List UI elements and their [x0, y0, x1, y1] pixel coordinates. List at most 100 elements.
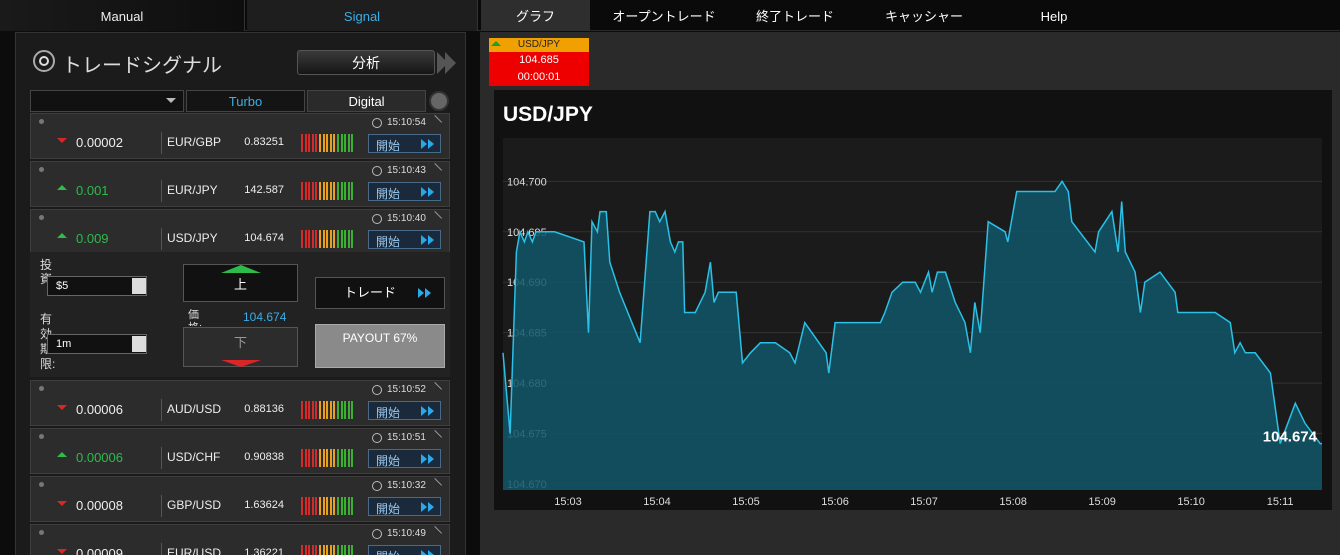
trade-button[interactable]: トレード	[315, 277, 445, 309]
up-button[interactable]: 上	[183, 264, 298, 302]
close-button[interactable]	[427, 526, 443, 541]
analyze-button[interactable]: 分析	[297, 50, 435, 75]
nav-tab[interactable]: キャッシャー	[884, 9, 963, 24]
meter-bar	[347, 545, 350, 555]
nav-tab[interactable]: Signal	[247, 0, 478, 31]
nav-tab[interactable]: グラフ	[481, 0, 590, 31]
chevron	[421, 235, 427, 245]
close-button[interactable]	[427, 430, 443, 445]
meter-bar	[301, 497, 303, 515]
filter-tab[interactable]: Digital	[307, 90, 426, 112]
arrow-down	[166, 98, 176, 103]
chevron	[421, 187, 427, 197]
nav-tab[interactable]: 終了トレード	[755, 9, 834, 24]
meter-bar	[337, 449, 339, 467]
close-button[interactable]	[427, 382, 443, 397]
signal-time: 15:10:32	[387, 480, 426, 491]
nav-tab[interactable]: オープントレード	[612, 9, 716, 24]
x-tick-label: 15:10	[1177, 496, 1205, 508]
signal-time: 15:10:51	[387, 432, 426, 443]
start-button[interactable]: 開始	[368, 401, 441, 420]
meter-bar	[326, 545, 329, 555]
meter-bar	[315, 401, 318, 419]
meter-bar	[304, 134, 307, 152]
start-button[interactable]: 開始	[368, 230, 441, 249]
meter-bar	[308, 230, 311, 248]
start-button[interactable]: 開始	[368, 545, 441, 555]
x-tick-label: 15:09	[1088, 496, 1116, 508]
status-dot	[39, 530, 44, 535]
meter-bar	[319, 230, 321, 248]
meter-bar	[347, 134, 350, 152]
chevron	[421, 139, 427, 149]
close-button[interactable]	[427, 478, 443, 493]
meter-bar	[326, 497, 329, 515]
meter-bar	[319, 401, 321, 419]
nav-tab[interactable]: Manual	[0, 0, 245, 31]
nav-tab[interactable]: Help	[1040, 9, 1068, 24]
chevron	[425, 288, 431, 298]
chevron	[421, 454, 427, 464]
clock-icon	[372, 118, 382, 128]
status-dot	[39, 434, 44, 439]
signal-change: 0.009	[76, 231, 109, 246]
area-fill	[503, 181, 1322, 490]
divider	[161, 543, 162, 555]
chevron-deco	[445, 52, 456, 74]
arrow-down	[57, 549, 67, 554]
meter-bar	[333, 230, 336, 248]
meter-bar	[344, 497, 347, 515]
meter-bar	[308, 497, 311, 515]
filter-tab[interactable]: Turbo	[186, 90, 305, 112]
chevron	[428, 187, 434, 197]
meter-bar	[329, 497, 332, 515]
start-label: 開始	[376, 454, 401, 468]
arrow-down	[221, 360, 261, 367]
divider	[161, 447, 162, 469]
investment-select[interactable]: $5	[47, 276, 147, 296]
meter-bar	[301, 182, 303, 200]
filter-dropdown[interactable]	[30, 90, 184, 112]
start-button[interactable]: 開始	[368, 497, 441, 516]
meter-bar	[319, 449, 321, 467]
payout-box: PAYOUT 67%	[315, 324, 445, 368]
meter-bar	[340, 134, 343, 152]
close-button[interactable]	[427, 163, 443, 178]
meter-bar	[344, 230, 347, 248]
signal-price: 1.63624	[244, 499, 284, 511]
meter-bar	[311, 449, 314, 467]
chevron-deco	[437, 52, 448, 74]
meter-bar	[340, 497, 343, 515]
last-price-label: 104.674	[1263, 429, 1318, 446]
meter-bar	[351, 182, 354, 200]
meter-bar	[308, 401, 311, 419]
signal-row: 15:10:52 0.00006 AUD/USD 0.88136 開始	[30, 380, 450, 426]
arrow-up	[491, 41, 501, 46]
meter-bar	[319, 134, 321, 152]
divider	[161, 399, 162, 421]
meter-bar	[322, 497, 325, 515]
meter-bar	[315, 497, 318, 515]
arrow-up	[221, 265, 261, 273]
x-tick-label: 15:06	[821, 496, 849, 508]
meter-bar	[347, 449, 350, 467]
chevron	[428, 502, 434, 512]
y-tick-label: 104.700	[507, 176, 547, 188]
start-button[interactable]: 開始	[368, 134, 441, 153]
clock-icon	[372, 481, 382, 491]
signal-price: 104.674	[244, 232, 284, 244]
start-button[interactable]: 開始	[368, 182, 441, 201]
meter-bar	[329, 449, 332, 467]
price-label: 価格:	[188, 309, 202, 326]
close-button[interactable]	[427, 211, 443, 226]
chevron	[418, 288, 424, 298]
meter-bar	[301, 230, 303, 248]
expiry-select[interactable]: 1m	[47, 334, 147, 354]
meter-bar	[301, 134, 303, 152]
meter-bar	[333, 497, 336, 515]
start-button[interactable]: 開始	[368, 449, 441, 468]
meter-bar	[301, 449, 303, 467]
meter-bar	[340, 545, 343, 555]
down-button[interactable]: 下	[183, 327, 298, 367]
close-button[interactable]	[427, 115, 443, 130]
